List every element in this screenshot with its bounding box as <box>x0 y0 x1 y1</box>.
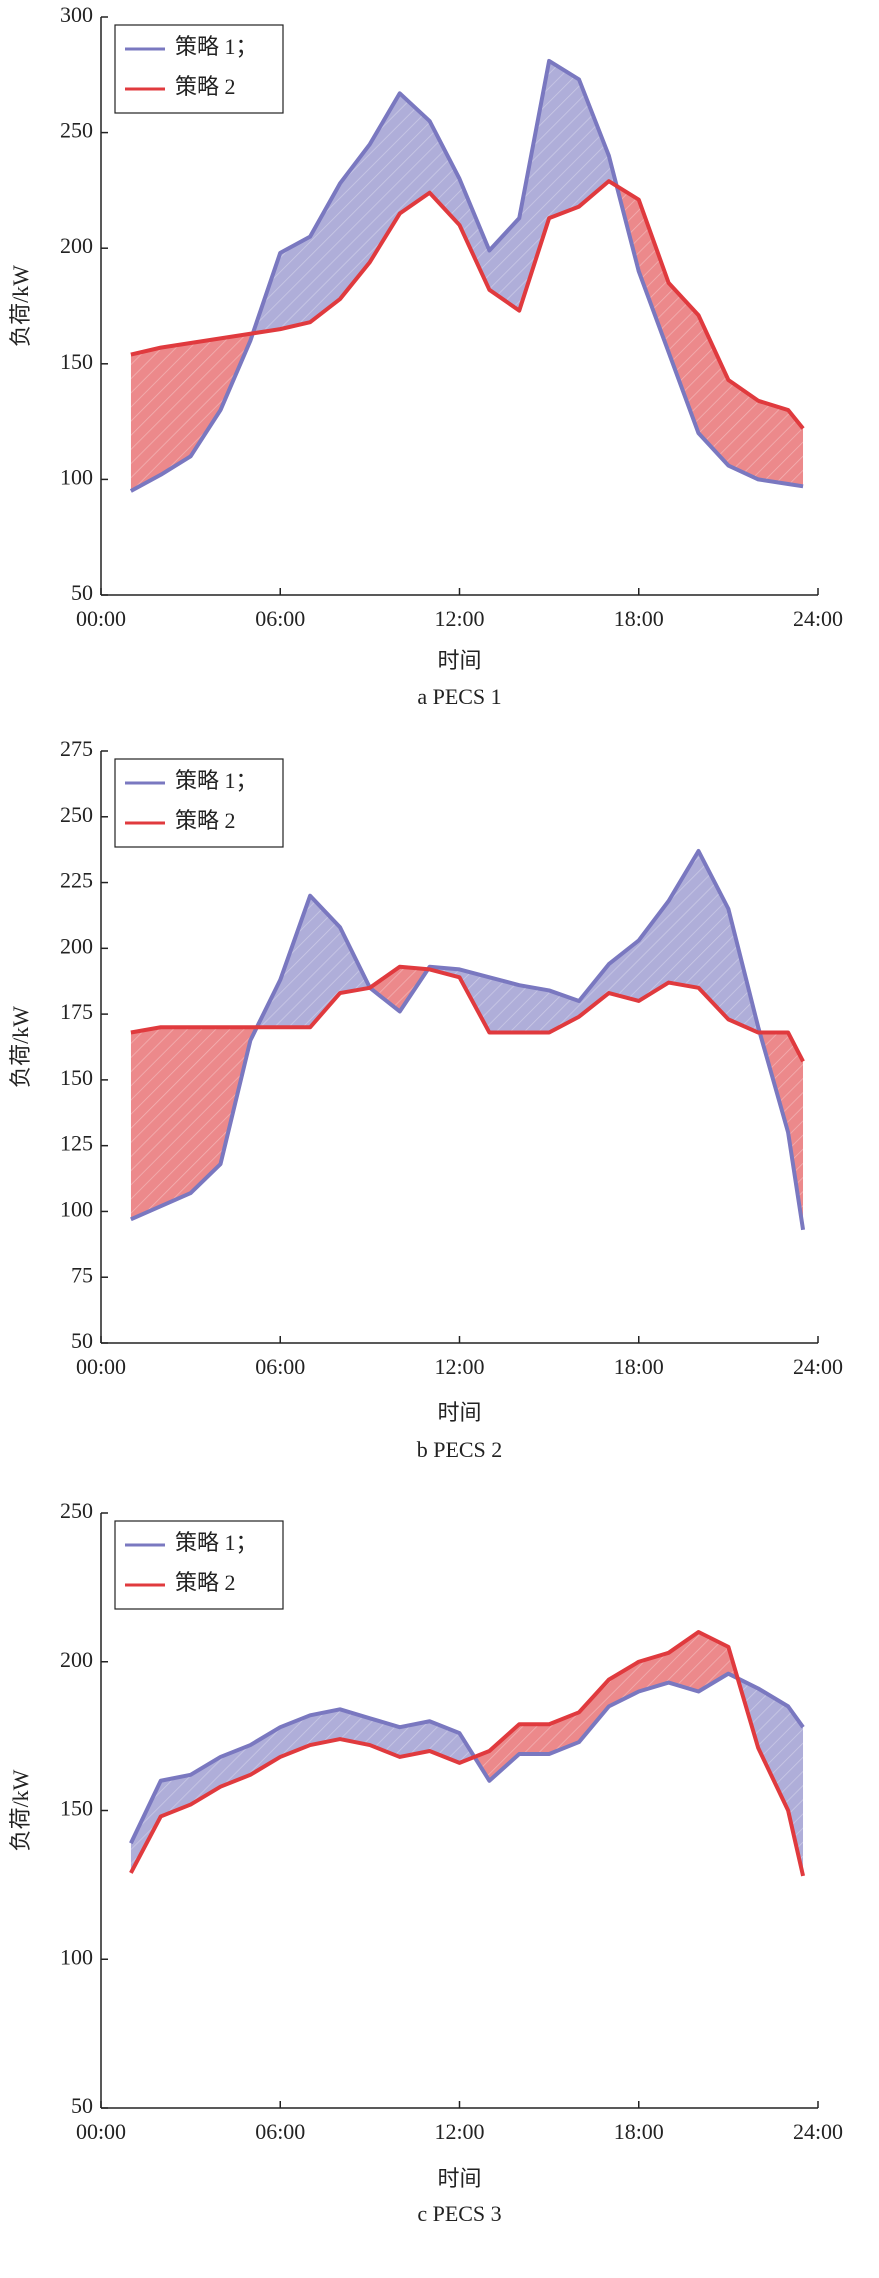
x-tick-label: 24:00 <box>793 606 843 631</box>
legend-label: 策略 2 <box>175 1570 236 1595</box>
x-tick-label: 00:00 <box>76 1354 126 1379</box>
y-tick-label: 100 <box>60 1196 93 1221</box>
y-tick-label: 125 <box>60 1131 93 1156</box>
y-tick-label: 250 <box>60 1498 93 1523</box>
chart: 50 75 100 125 150 175 200 225 250 275 00:00 06:00 12… <box>8 736 843 1462</box>
x-tick-label: 06:00 <box>255 1354 305 1379</box>
y-tick-label: 100 <box>60 464 93 489</box>
y-tick-label: 225 <box>60 868 93 893</box>
x-tick-label: 06:00 <box>255 606 305 631</box>
y-tick-label: 200 <box>60 933 93 958</box>
x-axis-label: 时间 <box>437 2166 481 2191</box>
legend-label: 策略 1； <box>175 34 258 59</box>
legend-label: 策略 1； <box>175 768 258 793</box>
x-tick-label: 18:00 <box>614 2119 664 2144</box>
y-tick-label: 250 <box>60 118 93 143</box>
x-tick-label: 18:00 <box>614 606 664 631</box>
caption: b PECS 2 <box>417 1437 503 1462</box>
x-tick-label: 18:00 <box>614 1354 664 1379</box>
legend-box <box>114 24 284 114</box>
x-tick-label: 24:00 <box>793 1354 843 1379</box>
series-line <box>129 1630 806 1877</box>
legend-label: 策略 2 <box>175 74 236 99</box>
y-tick-label: 50 <box>71 2093 93 2118</box>
y-tick-label: 200 <box>60 233 93 258</box>
x-tick-label: 12:00 <box>434 606 484 631</box>
x-tick-label: 00:00 <box>76 2119 126 2144</box>
y-tick-label: 175 <box>60 999 93 1024</box>
x-tick-label: 12:00 <box>434 2119 484 2144</box>
legend: 策略 1； 策略 2 <box>114 758 284 848</box>
x-tick-label: 12:00 <box>434 1354 484 1379</box>
y-tick-label: 50 <box>71 580 93 605</box>
y-tick-label: 300 <box>60 2 93 27</box>
x-axis-label: 时间 <box>437 1400 481 1425</box>
legend: 策略 1； 策略 2 <box>114 1520 284 1610</box>
legend-box <box>114 758 284 848</box>
y-axis-label: 负荷/kW <box>8 1769 33 1851</box>
chart: 50 100 150 200 250 300 00:00 06:00 12:00 18:00 24:… <box>8 2 843 709</box>
y-tick-label: 150 <box>60 349 93 374</box>
caption: c PECS 3 <box>417 2201 501 2226</box>
legend-box <box>114 1520 284 1610</box>
y-tick-label: 150 <box>60 1796 93 1821</box>
y-tick-label: 75 <box>71 1262 93 1287</box>
y-axis-label: 负荷/kW <box>8 265 33 347</box>
legend: 策略 1； 策略 2 <box>114 24 284 114</box>
legend-label: 策略 2 <box>175 808 236 833</box>
x-tick-label: 06:00 <box>255 2119 305 2144</box>
x-tick-label: 24:00 <box>793 2119 843 2144</box>
y-tick-label: 250 <box>60 802 93 827</box>
series-line <box>130 179 805 430</box>
x-tick-label: 00:00 <box>76 606 126 631</box>
x-axis-label: 时间 <box>437 648 481 673</box>
series-line <box>129 58 804 493</box>
caption: a PECS 1 <box>417 684 501 709</box>
series-line <box>130 964 805 1063</box>
y-axis-label: 负荷/kW <box>8 1006 33 1088</box>
y-tick-label: 100 <box>60 1944 93 1969</box>
chart: 50 100 150 200 250 00:00 06:00 12:00 18:00 24:00 时… <box>8 1498 843 2226</box>
hatch <box>130 60 804 491</box>
y-tick-label: 50 <box>71 1328 93 1353</box>
y-tick-label: 275 <box>60 736 93 761</box>
y-tick-label: 200 <box>60 1647 93 1672</box>
y-tick-label: 150 <box>60 1065 93 1090</box>
series-line <box>130 848 806 1231</box>
legend-label: 策略 1； <box>175 1530 258 1555</box>
